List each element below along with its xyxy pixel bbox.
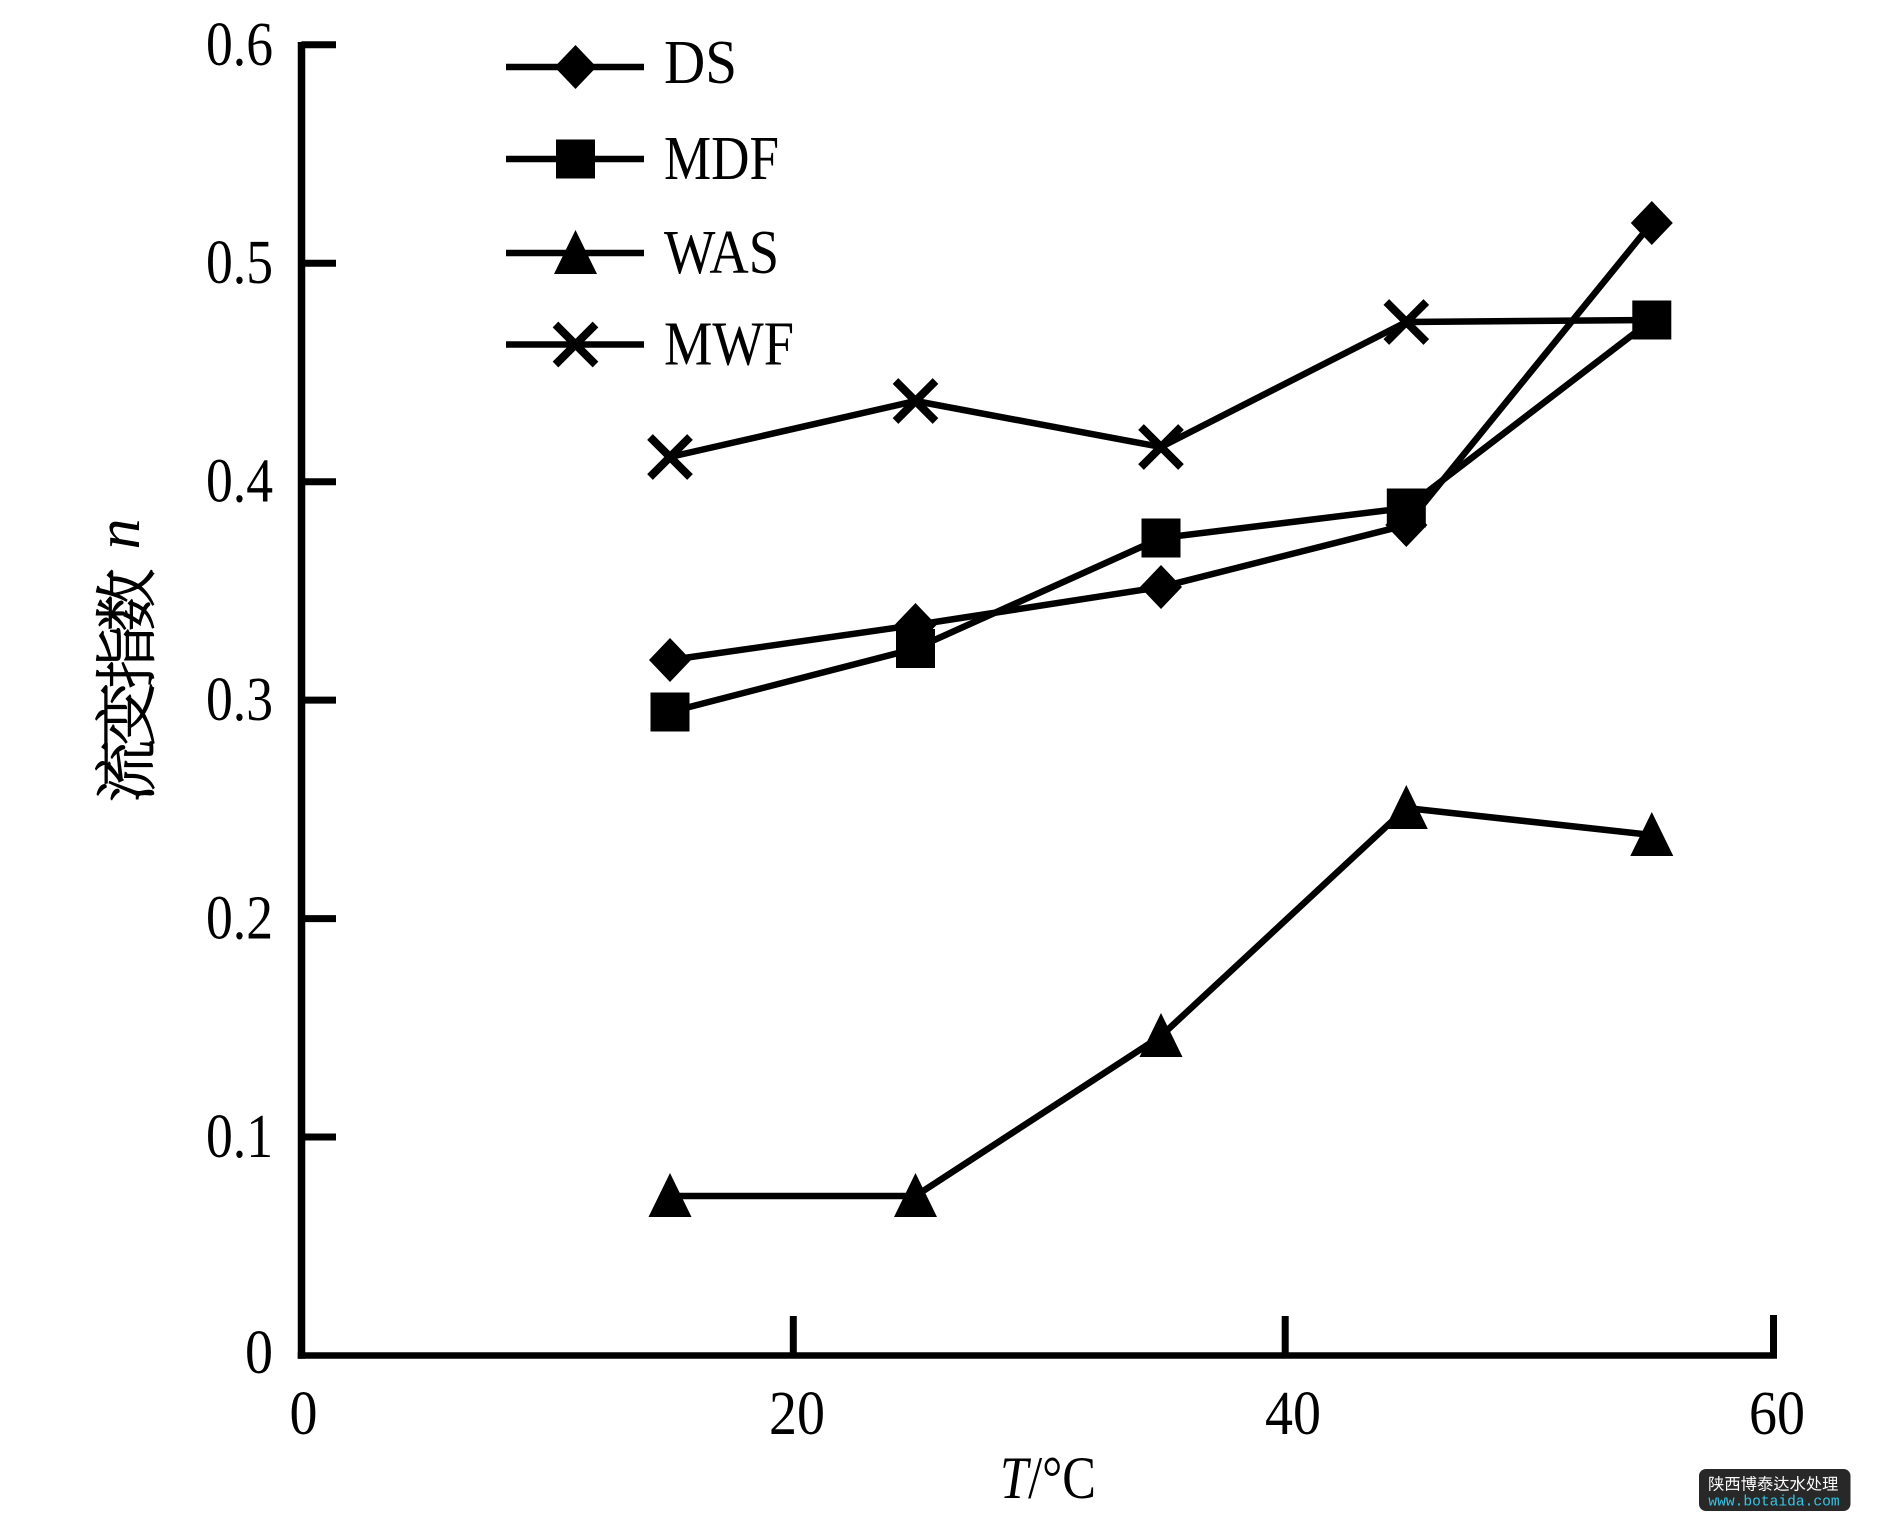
svg-text:0.2: 0.2	[206, 885, 273, 953]
svg-text:MWF: MWF	[664, 311, 794, 379]
svg-text:20: 20	[769, 1380, 825, 1448]
svg-text:0.3: 0.3	[206, 666, 273, 734]
svg-text:MDF: MDF	[664, 125, 779, 193]
svg-text:0.4: 0.4	[206, 448, 273, 516]
svg-text:0.6: 0.6	[206, 11, 273, 79]
svg-text:0: 0	[245, 1319, 273, 1387]
svg-text:0.1: 0.1	[206, 1103, 273, 1171]
svg-text:www.botaida.com: www.botaida.com	[1708, 1495, 1840, 1511]
svg-text:0: 0	[290, 1380, 318, 1448]
svg-text:40: 40	[1265, 1380, 1321, 1448]
svg-text:0.5: 0.5	[206, 229, 273, 297]
svg-text:60: 60	[1749, 1380, 1805, 1448]
svg-text:DS: DS	[664, 29, 737, 97]
svg-text:WAS: WAS	[664, 219, 779, 287]
svg-text:n: n	[85, 519, 153, 550]
svg-text:T/°C: T/°C	[1000, 1445, 1096, 1511]
